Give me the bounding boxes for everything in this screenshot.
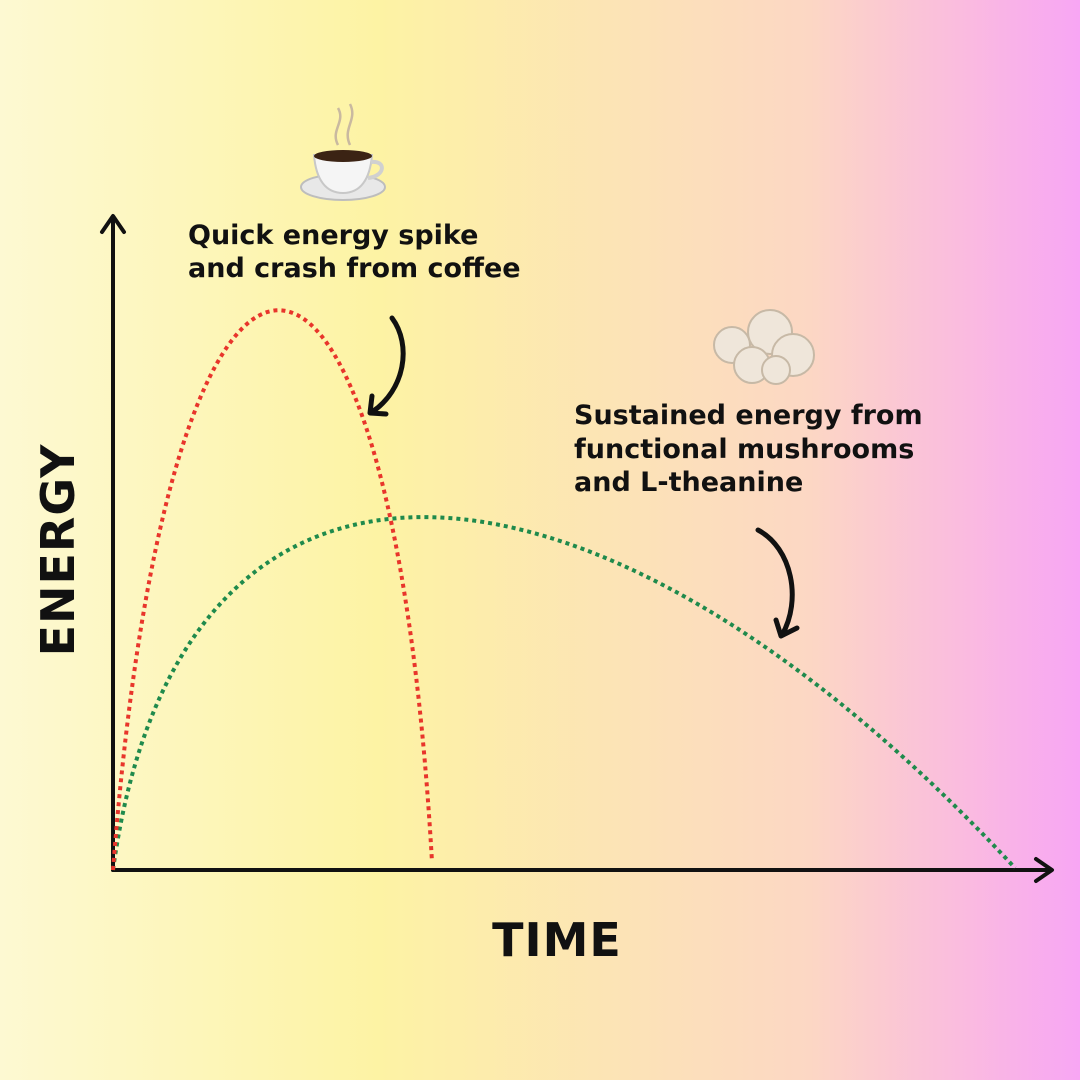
- mushroom-arrowhead: [773, 617, 800, 639]
- coffee-curve: [111, 308, 434, 871]
- coffee-arrow: [369, 315, 406, 415]
- annotation-line: functional mushrooms: [574, 434, 914, 465]
- handle: [367, 159, 384, 180]
- arrows: [367, 315, 800, 639]
- y-axis-label: ENERGY: [31, 444, 85, 657]
- coffee: [314, 150, 372, 162]
- coffee-arrowhead: [367, 393, 389, 417]
- coffee-icon: [300, 103, 386, 201]
- annotation-line: Sustained energy from: [574, 400, 923, 431]
- x-axis-arrow: [1034, 857, 1054, 883]
- cup: [312, 154, 374, 195]
- annotation-line: Quick energy spike: [188, 220, 478, 251]
- annotation-line: and crash from coffee: [188, 253, 521, 284]
- y-axis-arrow: [100, 214, 126, 234]
- sustained-curve: [111, 515, 1017, 871]
- mushroom: [761, 355, 791, 385]
- mushroom-icon: [713, 309, 815, 385]
- axes: [100, 214, 1054, 883]
- x-axis-label: TIME: [492, 913, 622, 967]
- steam: [334, 103, 354, 146]
- annotation-line: and L-theanine: [574, 467, 803, 498]
- mushroom-arrow: [755, 527, 795, 638]
